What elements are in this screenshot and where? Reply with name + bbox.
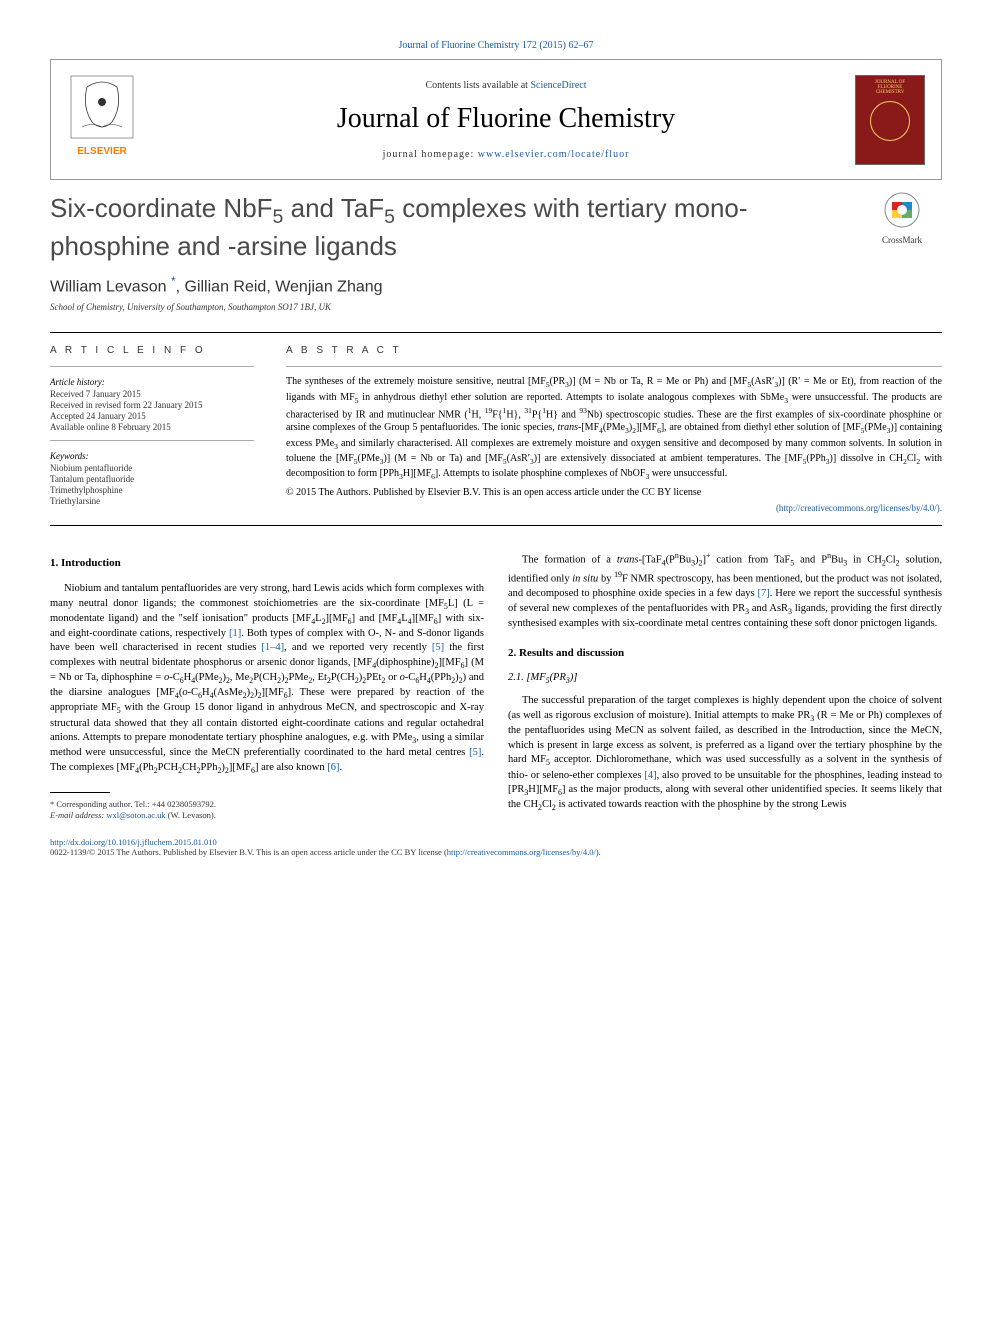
journal-cover-thumbnail[interactable]: JOURNAL OF FLUORINE CHEMISTRY: [855, 75, 925, 165]
online-date: Available online 8 February 2015: [50, 422, 254, 432]
keyword: Niobium pentafluoride: [50, 463, 254, 473]
contents-line: Contents lists available at ScienceDirec…: [157, 80, 855, 91]
journal-title: Journal of Fluorine Chemistry: [157, 103, 855, 135]
intro-paragraph-2: The formation of a trans-[TaF4(PnBu3)2]+…: [508, 550, 942, 631]
subsection-2-1-heading: 2.1. [MF5(PR3)]: [508, 671, 942, 686]
keyword: Tantalum pentafluoride: [50, 474, 254, 484]
affiliation: School of Chemistry, University of South…: [50, 302, 942, 312]
abstract-heading: A B S T R A C T: [286, 345, 942, 356]
license-link[interactable]: (http://creativecommons.org/licenses/by/…: [776, 503, 942, 513]
section-2-heading: 2. Results and discussion: [508, 646, 942, 661]
article-info-heading: A R T I C L E I N F O: [50, 345, 254, 356]
email-suffix: (W. Levason).: [166, 810, 216, 820]
keyword: Triethylarsine: [50, 496, 254, 506]
sciencedirect-link[interactable]: ScienceDirect: [530, 80, 586, 91]
abstract-panel: A B S T R A C T The syntheses of the ext…: [270, 333, 942, 525]
accepted-date: Accepted 24 January 2015: [50, 411, 254, 421]
article-info-panel: A R T I C L E I N F O Article history: R…: [50, 333, 270, 525]
footer-license-link[interactable]: http://creativecommons.org/licenses/by/4…: [447, 847, 596, 857]
license-suffix: ).: [596, 847, 601, 857]
footnote-separator: [50, 792, 110, 793]
intro-paragraph-1: Niobium and tantalum pentafluorides are …: [50, 582, 484, 776]
revised-date: Received in revised form 22 January 2015: [50, 400, 254, 410]
cover-graphic: [870, 101, 910, 141]
journal-homepage: journal homepage: www.elsevier.com/locat…: [157, 149, 855, 160]
keyword: Trimethylphosphine: [50, 485, 254, 495]
cover-line-3: CHEMISTRY: [856, 90, 924, 95]
corresponding-author-note: * Corresponding author. Tel.: +44 023805…: [50, 799, 484, 810]
issn-copyright: 0022-1139/© 2015 The Authors. Published …: [50, 847, 447, 857]
svg-text:ELSEVIER: ELSEVIER: [77, 146, 127, 157]
results-paragraph-1: The successful preparation of the target…: [508, 694, 942, 813]
authors: William Levason *, Gillian Reid, Wenjian…: [50, 274, 942, 296]
homepage-link[interactable]: www.elsevier.com/locate/fluor: [478, 149, 630, 160]
received-date: Received 7 January 2015: [50, 389, 254, 399]
email-label: E-mail address:: [50, 810, 106, 820]
doi-link[interactable]: http://dx.doi.org/10.1016/j.jfluchem.201…: [50, 837, 217, 847]
homepage-prefix: journal homepage:: [383, 149, 478, 160]
right-column: The formation of a trans-[TaF4(PnBu3)2]+…: [508, 550, 942, 821]
journal-header: ELSEVIER Contents lists available at Sci…: [50, 59, 942, 180]
abstract-text: The syntheses of the extremely moisture …: [286, 375, 942, 482]
article-title: Six-coordinate NbF5 and TaF5 complexes w…: [50, 192, 862, 262]
crossmark-badge[interactable]: CrossMark: [862, 192, 942, 245]
history-label: Article history:: [50, 377, 254, 387]
email-link[interactable]: wxl@soton.ac.uk: [106, 810, 165, 820]
journal-citation[interactable]: Journal of Fluorine Chemistry 172 (2015)…: [50, 40, 942, 51]
keywords-label: Keywords:: [50, 451, 254, 461]
page-footer: http://dx.doi.org/10.1016/j.jfluchem.201…: [50, 837, 942, 857]
header-center: Contents lists available at ScienceDirec…: [157, 80, 855, 160]
email-line: E-mail address: wxl@soton.ac.uk (W. Leva…: [50, 810, 484, 821]
section-1-heading: 1. Introduction: [50, 556, 484, 571]
elsevier-logo[interactable]: ELSEVIER: [67, 72, 137, 167]
crossmark-label: CrossMark: [862, 235, 942, 245]
abstract-copyright: © 2015 The Authors. Published by Elsevie…: [286, 486, 942, 500]
left-column: 1. Introduction Niobium and tantalum pen…: [50, 550, 484, 821]
contents-prefix: Contents lists available at: [425, 80, 530, 91]
